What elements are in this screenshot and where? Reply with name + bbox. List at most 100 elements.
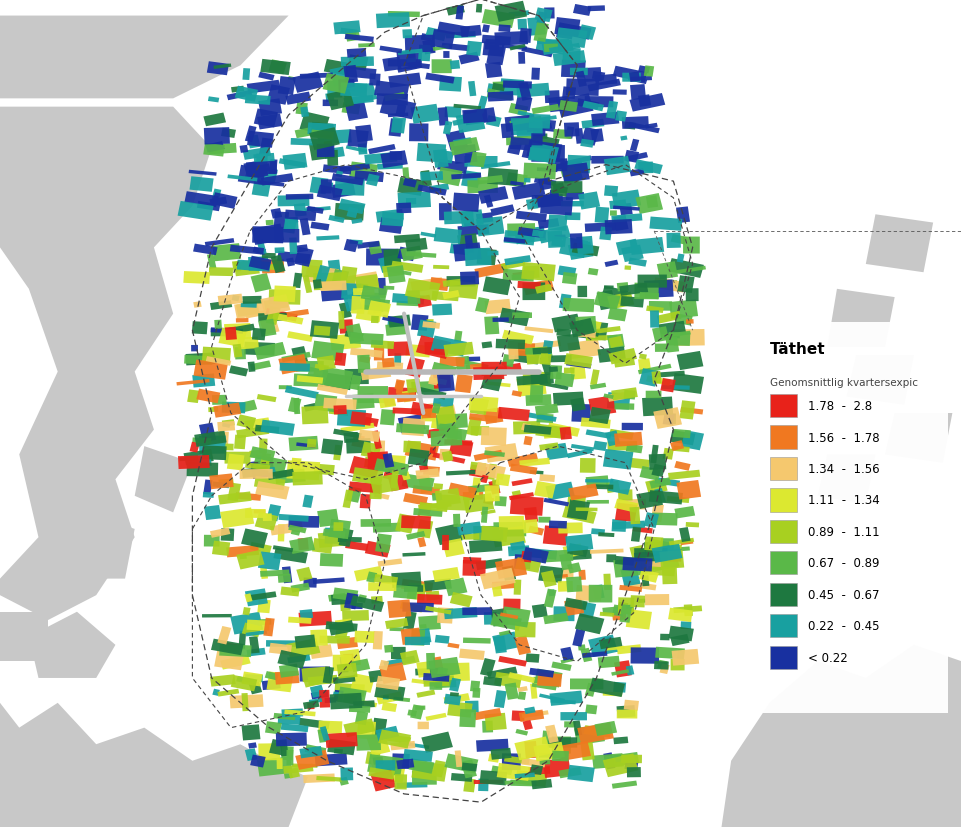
Polygon shape [500, 261, 525, 270]
Polygon shape [556, 334, 579, 352]
Polygon shape [279, 159, 306, 169]
Polygon shape [433, 228, 461, 245]
Polygon shape [355, 711, 368, 725]
Polygon shape [660, 332, 690, 338]
Polygon shape [376, 691, 403, 705]
Polygon shape [408, 758, 434, 774]
Polygon shape [397, 178, 424, 197]
Polygon shape [410, 629, 425, 646]
Polygon shape [266, 504, 281, 522]
Polygon shape [210, 189, 221, 205]
Polygon shape [436, 168, 462, 187]
Polygon shape [264, 721, 282, 734]
Polygon shape [356, 734, 381, 751]
Polygon shape [342, 610, 369, 621]
Polygon shape [398, 414, 425, 434]
Polygon shape [324, 697, 335, 703]
Polygon shape [532, 123, 545, 137]
Polygon shape [258, 73, 274, 81]
Polygon shape [633, 548, 667, 562]
Polygon shape [326, 90, 354, 111]
Polygon shape [309, 321, 339, 340]
Polygon shape [340, 84, 367, 98]
Polygon shape [490, 614, 522, 631]
Polygon shape [630, 527, 641, 543]
Polygon shape [541, 730, 549, 744]
Polygon shape [565, 550, 591, 561]
Polygon shape [251, 224, 283, 246]
Polygon shape [423, 680, 449, 687]
Polygon shape [622, 557, 652, 571]
Polygon shape [224, 323, 251, 341]
Polygon shape [530, 69, 539, 81]
Polygon shape [589, 383, 605, 390]
Polygon shape [442, 122, 452, 136]
Polygon shape [607, 348, 636, 365]
Polygon shape [513, 555, 530, 570]
Polygon shape [347, 130, 368, 149]
Polygon shape [594, 721, 616, 736]
Polygon shape [554, 18, 579, 37]
Polygon shape [577, 723, 613, 744]
Polygon shape [266, 85, 289, 106]
Polygon shape [207, 255, 216, 270]
Polygon shape [508, 117, 541, 127]
Polygon shape [623, 390, 635, 400]
Polygon shape [654, 344, 668, 352]
Polygon shape [539, 196, 573, 216]
Polygon shape [650, 445, 658, 464]
Polygon shape [368, 582, 396, 591]
Polygon shape [384, 323, 407, 337]
Polygon shape [406, 58, 415, 64]
Polygon shape [484, 485, 499, 502]
Polygon shape [310, 629, 328, 646]
Polygon shape [576, 99, 599, 111]
Polygon shape [253, 154, 275, 164]
Polygon shape [590, 528, 604, 535]
Polygon shape [654, 549, 681, 557]
Polygon shape [505, 173, 528, 189]
Polygon shape [663, 336, 679, 339]
Polygon shape [462, 560, 485, 576]
Polygon shape [240, 302, 257, 308]
Polygon shape [487, 92, 513, 103]
Polygon shape [628, 94, 665, 112]
Polygon shape [626, 605, 632, 609]
Polygon shape [430, 431, 462, 447]
Polygon shape [310, 691, 329, 700]
Polygon shape [369, 74, 381, 87]
Polygon shape [396, 758, 414, 769]
Polygon shape [582, 320, 601, 331]
Polygon shape [328, 409, 348, 417]
Polygon shape [328, 261, 340, 273]
Polygon shape [668, 556, 680, 562]
Polygon shape [640, 558, 663, 570]
Polygon shape [202, 347, 231, 364]
Polygon shape [434, 667, 448, 686]
Polygon shape [453, 145, 477, 165]
Polygon shape [261, 680, 281, 691]
Polygon shape [583, 68, 602, 83]
Polygon shape [555, 28, 587, 49]
Polygon shape [643, 542, 662, 556]
Polygon shape [299, 609, 313, 619]
Polygon shape [308, 141, 334, 161]
Polygon shape [683, 605, 692, 616]
Polygon shape [234, 301, 266, 319]
Polygon shape [460, 759, 477, 778]
Polygon shape [291, 347, 308, 365]
Polygon shape [377, 164, 403, 170]
Polygon shape [668, 332, 690, 347]
Polygon shape [252, 247, 266, 256]
Polygon shape [516, 84, 549, 98]
Polygon shape [357, 356, 370, 374]
Polygon shape [345, 486, 361, 503]
Polygon shape [396, 423, 429, 435]
Bar [769, 426, 796, 449]
Polygon shape [616, 644, 641, 654]
Polygon shape [202, 446, 227, 461]
Polygon shape [279, 739, 288, 757]
Polygon shape [623, 700, 638, 710]
Polygon shape [221, 402, 245, 414]
Polygon shape [416, 662, 431, 678]
